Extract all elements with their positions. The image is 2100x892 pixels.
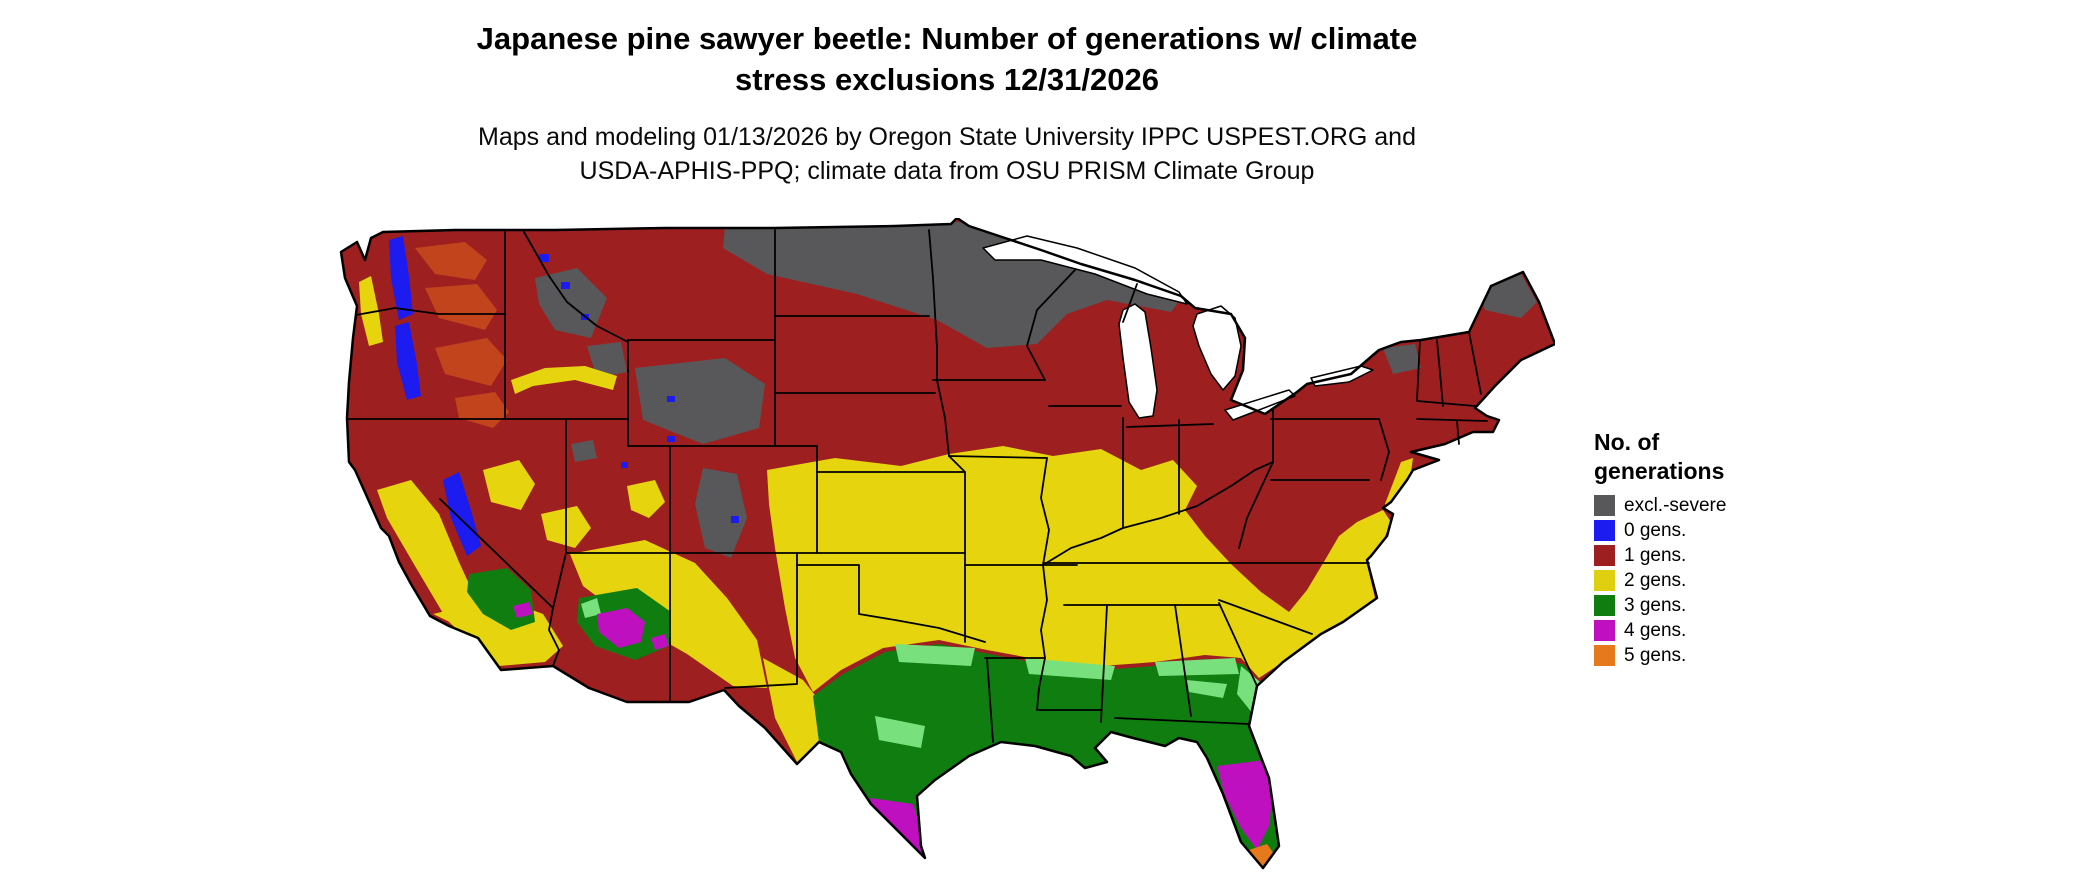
legend-label: 3 gens. [1624, 594, 1687, 616]
zone-5-generations [915, 844, 1277, 868]
legend-item-6: 5 gens. [1594, 645, 1814, 666]
legend-item-0: excl.-severe [1594, 495, 1814, 516]
subtitle-line-1: Maps and modeling 01/13/2026 by Oregon S… [478, 123, 1416, 151]
subtitle-line-2: USDA-APHIS-PPQ; climate data from OSU PR… [579, 157, 1315, 185]
legend-label: 2 gens. [1624, 569, 1687, 591]
title-line-2: stress exclusions 12/31/2026 [735, 62, 1159, 97]
us-map [339, 218, 1555, 870]
map-subtitle: Maps and modeling 01/13/2026 by Oregon S… [0, 120, 1894, 188]
legend-title: No. of generations [1594, 428, 1814, 486]
lake-michigan [1118, 303, 1158, 419]
us-map-container [335, 218, 1555, 888]
legend-item-3: 2 gens. [1594, 570, 1814, 591]
legend-swatch-icon [1594, 495, 1615, 516]
lake-erie [1224, 389, 1296, 421]
legend-swatch-icon [1594, 595, 1615, 616]
legend-title-line-2: generations [1594, 458, 1725, 484]
legend-label: 0 gens. [1624, 519, 1687, 541]
legend-label: excl.-severe [1624, 494, 1727, 516]
zone-1-generation-warm-mottle [415, 242, 509, 428]
legend-swatch-icon [1594, 570, 1615, 591]
legend: No. of generations excl.-severe 0 gens. 1 … [1594, 428, 1814, 670]
legend-label: 4 gens. [1624, 619, 1687, 641]
legend-swatch-icon [1594, 620, 1615, 641]
state-borders [346, 229, 1488, 743]
legend-title-line-1: No. of [1594, 429, 1660, 455]
legend-item-5: 4 gens. [1594, 620, 1814, 641]
legend-item-1: 0 gens. [1594, 520, 1814, 541]
legend-item-2: 1 gens. [1594, 545, 1814, 566]
lake-huron [1192, 305, 1242, 391]
legend-label: 1 gens. [1624, 544, 1687, 566]
title-line-1: Japanese pine sawyer beetle: Number of g… [476, 21, 1418, 56]
legend-swatch-icon [1594, 645, 1615, 666]
legend-swatch-icon [1594, 545, 1615, 566]
map-title: Japanese pine sawyer beetle: Number of g… [0, 18, 1894, 100]
legend-item-4: 3 gens. [1594, 595, 1814, 616]
legend-label: 5 gens. [1624, 644, 1687, 666]
us-outline [339, 218, 1555, 870]
legend-swatch-icon [1594, 520, 1615, 541]
zone-0-generations [389, 236, 739, 556]
legend-items: excl.-severe 0 gens. 1 gens. 2 gens. 3 gens.… [1594, 495, 1814, 666]
